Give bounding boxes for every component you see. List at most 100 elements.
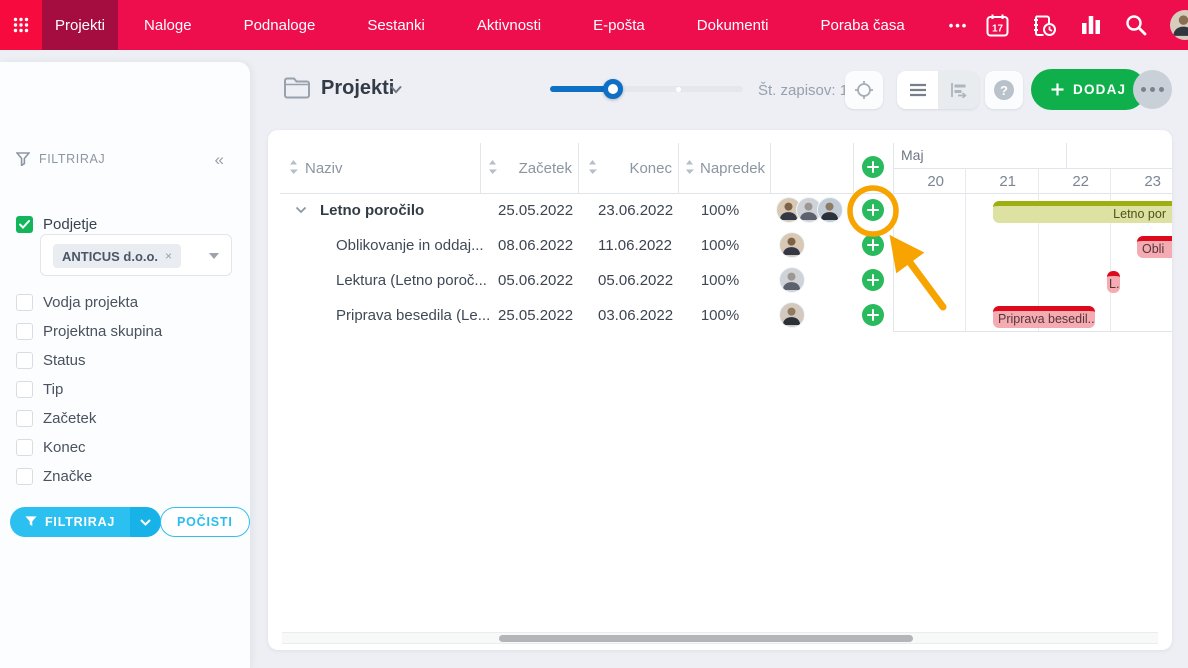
expand-chevron-icon[interactable] [295, 206, 307, 214]
nav-more-menu[interactable]: ••• [948, 17, 969, 33]
record-count: Št. zapisov: 1 [758, 82, 849, 99]
top-navigation: Projekti Naloge Podnaloge Sestanki Aktiv… [0, 0, 1188, 50]
nav-tab-poraba-casa[interactable]: Poraba časa [820, 16, 905, 34]
plus-icon [1051, 83, 1064, 96]
slider-handle[interactable] [603, 79, 623, 99]
assignee-avatar [779, 267, 805, 293]
user-avatar[interactable] [1170, 10, 1188, 40]
list-view-button[interactable] [897, 71, 938, 109]
end-date: 05.06.2022 [598, 272, 674, 289]
filter-options-chevron-button[interactable] [130, 507, 162, 537]
task-name[interactable]: Lektura (Letno poroč... [336, 272, 487, 289]
add-record-label: DODAJ [1073, 82, 1127, 97]
calendar-icon[interactable]: 17 [986, 14, 1009, 37]
sort-icon[interactable] [488, 160, 497, 174]
project-name[interactable]: Letno poročilo [320, 202, 425, 219]
projects-table-panel: Naziv Začetek Konec Napredek Letno poroč… [268, 130, 1172, 650]
assignee-avatar [779, 232, 805, 258]
table-row[interactable]: Oblikovanje in oddaj... 08.06.2022 11.06… [268, 228, 893, 263]
company-select[interactable]: ANTICUS d.o.o. × [40, 234, 232, 276]
chevron-down-icon [140, 518, 151, 526]
filter-label: Tip [43, 381, 64, 398]
progress-value: 100% [700, 237, 740, 254]
company-tag: ANTICUS d.o.o. × [53, 244, 182, 268]
company-tag-remove-icon[interactable]: × [165, 249, 173, 263]
task-name[interactable]: Priprava besedila (Le... [336, 307, 491, 324]
filter-checkbox[interactable] [16, 323, 33, 340]
column-header-naziv[interactable]: Naziv [305, 160, 343, 177]
company-checkbox[interactable] [16, 216, 33, 233]
gantt-bar-lektura[interactable]: L. [1107, 271, 1120, 293]
filter-list: Vodja projekta Projektna skupina Status … [16, 294, 162, 485]
zoom-slider[interactable] [550, 79, 743, 99]
column-header-zacetek[interactable]: Začetek [518, 160, 572, 177]
sort-icon[interactable] [588, 160, 597, 174]
locate-button[interactable] [845, 71, 883, 109]
gantt-bar-priprava-besedila[interactable]: Priprava besedil... [993, 306, 1095, 328]
nav-tab-dokumenti[interactable]: Dokumenti [696, 16, 769, 34]
add-subtask-button[interactable] [862, 304, 884, 326]
filter-checkbox[interactable] [16, 352, 33, 369]
filter-label: Začetek [43, 410, 97, 427]
column-header-napredek[interactable]: Napredek [700, 160, 766, 177]
nav-right-icons: 17 [986, 0, 1188, 50]
task-name[interactable]: Oblikovanje in oddaj... [336, 237, 484, 254]
apps-grid-button[interactable] [0, 0, 42, 50]
gantt-week-label: 21 [999, 173, 1016, 190]
filter-checkbox[interactable] [16, 410, 33, 427]
help-button[interactable]: ? [985, 71, 1023, 109]
page-title: Projekti [321, 77, 395, 99]
sort-icon[interactable] [685, 160, 694, 174]
add-subtask-button[interactable] [862, 199, 884, 221]
assignee-avatar [817, 197, 843, 223]
nav-tab-aktivnosti[interactable]: Aktivnosti [476, 16, 542, 34]
add-record-button[interactable]: DODAJ [1031, 69, 1147, 110]
title-chevron-down-icon[interactable] [389, 85, 403, 94]
nav-tab-eposta[interactable]: E-pošta [593, 16, 645, 34]
clear-filter-button[interactable]: POČISTI [160, 507, 250, 537]
nav-tab-podnaloge[interactable]: Podnaloge [243, 16, 316, 34]
list-icon [909, 83, 926, 97]
sort-icon[interactable] [289, 160, 298, 174]
reports-bar-chart-icon[interactable] [1080, 14, 1102, 36]
add-subtask-button[interactable] [862, 269, 884, 291]
scrollbar-thumb[interactable] [499, 635, 913, 642]
timesheet-icon[interactable] [1032, 14, 1057, 37]
filter-label: Projektna skupina [43, 323, 163, 340]
search-icon[interactable] [1125, 14, 1147, 36]
gantt-icon [950, 83, 967, 98]
nav-tab-projekti[interactable]: Projekti [42, 0, 119, 50]
gantt-view-button[interactable] [938, 71, 979, 109]
sidebar-collapse-button[interactable]: « [214, 150, 224, 169]
add-column-record-button[interactable] [862, 156, 884, 178]
nav-tab-naloge[interactable]: Naloge [144, 16, 192, 34]
horizontal-scrollbar[interactable] [282, 632, 1158, 644]
table-row[interactable]: Priprava besedila (Le... 25.05.2022 03.0… [268, 298, 893, 333]
filter-item-znacke: Značke [16, 468, 162, 485]
company-tag-label: ANTICUS d.o.o. [62, 248, 159, 264]
filter-checkbox[interactable] [16, 381, 33, 398]
filter-checkbox[interactable] [16, 439, 33, 456]
column-header-konec[interactable]: Konec [629, 160, 672, 177]
table-row[interactable]: Lektura (Letno poroč... 05.06.2022 05.06… [268, 263, 893, 298]
filter-item-zacetek: Začetek [16, 410, 162, 427]
nav-tab-sestanki[interactable]: Sestanki [367, 16, 425, 34]
start-date: 05.06.2022 [498, 272, 574, 289]
filter-item-tip: Tip [16, 381, 162, 398]
filter-checkbox[interactable] [16, 468, 33, 485]
table-row[interactable]: Letno poročilo 25.05.2022 23.06.2022 100… [268, 193, 893, 228]
gantt-bar-letno-porocilo[interactable]: Letno por [993, 201, 1172, 223]
end-date: 23.06.2022 [598, 202, 674, 219]
gantt-week-label: 23 [1144, 173, 1161, 190]
gantt-bar-oblikovanje[interactable]: Obli [1137, 236, 1172, 258]
filter-sidebar-title: FILTRIRAJ [39, 152, 106, 166]
filter-item-status: Status [16, 352, 162, 369]
clear-filter-label: POČISTI [177, 515, 233, 529]
apply-filter-split-button: FILTRIRAJ [10, 507, 162, 537]
filter-checkbox[interactable] [16, 294, 33, 311]
add-subtask-button[interactable] [862, 234, 884, 256]
more-actions-button[interactable] [1133, 70, 1172, 109]
select-caret-icon[interactable] [209, 253, 219, 259]
progress-value: 100% [700, 307, 740, 324]
apply-filter-button[interactable]: FILTRIRAJ [10, 507, 131, 537]
